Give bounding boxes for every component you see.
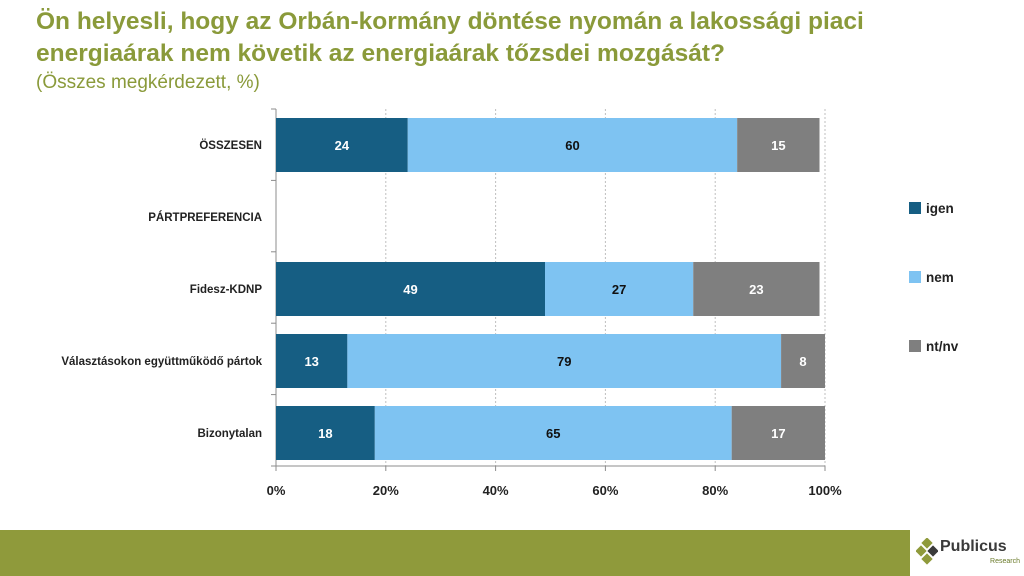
data-label: 79 (557, 354, 571, 369)
category-label: ÖSSZESEN (199, 139, 262, 152)
data-label: 15 (771, 138, 785, 153)
legend-label: igen (926, 201, 954, 216)
data-label: 17 (771, 426, 785, 441)
bar-segment-nem (374, 406, 732, 460)
x-tick-label: 100% (808, 483, 842, 498)
logo-sub: Research (990, 558, 1020, 565)
legend-label: nem (926, 270, 954, 285)
bar-segment-ntnv (737, 118, 820, 172)
bar-segment-nem (545, 262, 694, 316)
x-tick-label: 80% (702, 483, 728, 498)
logo-name: Publicus (940, 538, 1007, 555)
data-label: 24 (335, 138, 350, 153)
category-label: Választásokon együttműködő pártok (61, 356, 262, 368)
publicus-logo-icon (916, 538, 938, 565)
x-tick-label: 20% (373, 483, 399, 498)
bar-segment-igen (276, 406, 375, 460)
legend-swatch (909, 271, 921, 283)
legend-swatch (909, 340, 921, 352)
data-label: 8 (799, 354, 806, 369)
data-label: 18 (318, 426, 332, 441)
legend-swatch (909, 202, 921, 214)
footer-bar (0, 530, 910, 576)
x-tick-label: 60% (592, 483, 618, 498)
bar-segment-nem (407, 118, 738, 172)
bar-segment-ntnv (693, 262, 820, 316)
data-label: 27 (612, 282, 626, 297)
x-tick-label: 40% (483, 483, 509, 498)
legend-label: nt/nv (926, 339, 959, 354)
x-tick-label: 0% (267, 483, 286, 498)
category-label: Fidesz-KDNP (190, 284, 263, 296)
bar-segment-ntnv (781, 334, 825, 388)
publicus-logo: Publicus Research (916, 534, 1024, 574)
stacked-bar-chart: 0% 20% 40% 60% 80% 100% ÖSSZESEN 24 60 15 PÁRTPREF… (61, 108, 959, 498)
data-label: 49 (403, 282, 417, 297)
bar-segment-igen (276, 334, 348, 388)
bar-segment-igen (276, 262, 546, 316)
chart-subtitle: (Összes megkérdezett, %) (36, 72, 260, 93)
category-label: PÁRTPREFERENCIA (148, 211, 262, 224)
bar-segment-igen (276, 118, 408, 172)
bar-segment-nem (347, 334, 782, 388)
data-label: 60 (565, 138, 579, 153)
category-label: Bizonytalan (197, 428, 262, 440)
bar-segment-ntnv (731, 406, 825, 460)
data-label: 23 (749, 282, 763, 297)
data-label: 13 (304, 354, 318, 369)
data-label: 65 (546, 426, 560, 441)
chart-title: Ön helyesli, hogy az Orbán-kormány dönté… (36, 8, 864, 67)
